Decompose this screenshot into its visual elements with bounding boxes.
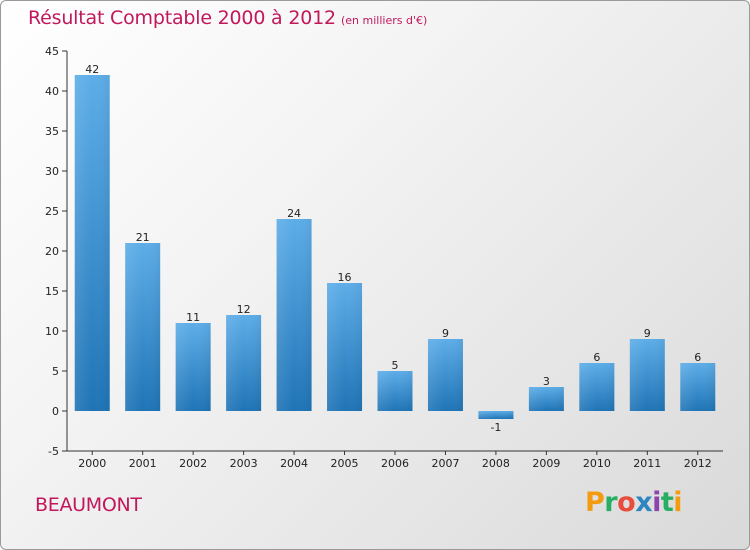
x-tick-label-2000: 2000: [78, 457, 106, 470]
y-tick-label: 0: [52, 405, 59, 418]
data-label-2009: 3: [543, 375, 550, 388]
x-tick-label-2005: 2005: [331, 457, 359, 470]
bar-shine-2005: [327, 283, 363, 411]
x-tick-label-2004: 2004: [280, 457, 308, 470]
data-label-2002: 11: [186, 311, 200, 324]
y-tick-label: -5: [48, 445, 59, 458]
y-tick-label: 15: [45, 285, 59, 298]
brand-letter: i: [673, 487, 683, 518]
x-tick-label-2003: 2003: [230, 457, 258, 470]
x-tick-label-2011: 2011: [633, 457, 661, 470]
brand-logo[interactable]: Proxiti: [585, 487, 683, 518]
bar-shine-2003: [226, 315, 262, 411]
bar-shine-2008: [478, 411, 514, 419]
bars: [74, 75, 716, 419]
y-tick-label: 35: [45, 125, 59, 138]
brand-letter: r: [604, 487, 618, 518]
y-tick-label: 5: [52, 365, 59, 378]
chart-title: Résultat Comptable 2000 à 2012: [28, 7, 336, 29]
bar-shine-2010: [579, 363, 615, 411]
data-label-2011: 9: [644, 327, 651, 340]
data-label-2008: -1: [490, 421, 501, 434]
brand-letter: P: [585, 487, 605, 518]
bar-shine-2012: [680, 363, 716, 411]
x-tick-label-2009: 2009: [532, 457, 560, 470]
brand-letter: o: [617, 487, 636, 518]
data-label-2010: 6: [593, 351, 600, 364]
brand-letter: x: [635, 487, 653, 518]
x-tick-label-2008: 2008: [482, 457, 510, 470]
x-tick-label-2002: 2002: [179, 457, 207, 470]
y-tick-label: 30: [45, 165, 59, 178]
x-tick-label-2012: 2012: [684, 457, 712, 470]
y-tick-label: 10: [45, 325, 59, 338]
bar-shine-2000: [74, 75, 110, 411]
data-labels: 42 21 11 12 24 16 5 9 -1 3 6 9 6: [85, 63, 701, 434]
x-tick-label-2007: 2007: [431, 457, 459, 470]
bar-shine-2006: [377, 371, 413, 411]
brand-letter: i: [652, 487, 661, 518]
bar-shine-2009: [528, 387, 564, 411]
city-name: BEAUMONT: [35, 494, 142, 516]
x-tick-label-2001: 2001: [129, 457, 157, 470]
data-label-2001: 21: [136, 231, 150, 244]
y-tick-label: 45: [45, 45, 59, 58]
y-tick-label: 20: [45, 245, 59, 258]
y-tick-label: 25: [45, 205, 59, 218]
data-label-2006: 5: [392, 359, 399, 372]
data-label-2012: 6: [694, 351, 701, 364]
x-tick-label-2010: 2010: [583, 457, 611, 470]
x-tick-label-2006: 2006: [381, 457, 409, 470]
bar-shine-2011: [629, 339, 665, 411]
data-label-2003: 12: [237, 303, 251, 316]
y-tick-label: 40: [45, 85, 59, 98]
data-label-2004: 24: [287, 207, 301, 220]
data-label-2000: 42: [85, 63, 99, 76]
data-label-2007: 9: [442, 327, 449, 340]
data-label-2005: 16: [338, 271, 352, 284]
bar-shine-2001: [125, 243, 161, 411]
bar-shine-2007: [427, 339, 463, 411]
bar-shine-2004: [276, 219, 312, 411]
chart-subtitle: (en milliers d'€): [341, 14, 428, 27]
brand-letter: t: [660, 487, 674, 518]
bar-shine-2002: [175, 323, 211, 411]
